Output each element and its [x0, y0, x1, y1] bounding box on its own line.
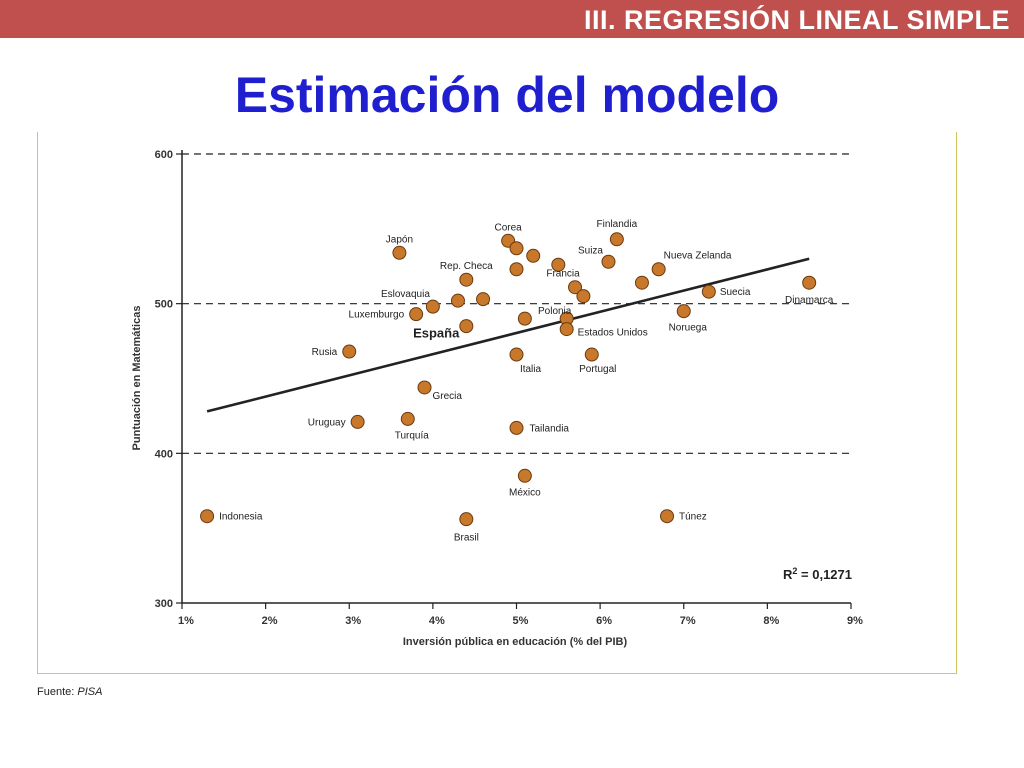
data-point	[342, 344, 357, 359]
point-label: Suecia	[720, 287, 751, 298]
y-tick-label: 500	[155, 299, 173, 311]
point-label: Luxemburgo	[349, 310, 405, 321]
section-title: III. REGRESIÓN LINEAL SIMPLE	[583, 5, 1010, 35]
data-point	[568, 280, 583, 295]
point-label: Suiza	[578, 245, 603, 256]
point-label: Italia	[520, 364, 542, 375]
data-point	[517, 311, 532, 326]
data-point	[476, 292, 491, 307]
y-tick-label: 300	[155, 598, 173, 610]
x-tick-label: 7%	[680, 615, 696, 627]
point-label: Uruguay	[308, 417, 346, 428]
point-label: Indonesia	[219, 512, 263, 523]
point-label: Turquía	[395, 430, 430, 441]
point-labels: Indonesia Rusia Uruguay Japón Turquía Luxembu…	[219, 219, 834, 544]
data-point	[392, 245, 407, 260]
source-label: Fuente:	[37, 686, 75, 698]
data-point	[509, 420, 524, 435]
data-point	[584, 347, 599, 362]
axes: 300 400 500 600 1% 2% 3% 4% 5% 6% 7% 8% 9%	[155, 149, 864, 627]
data-points	[200, 232, 817, 527]
x-tick-label: 1%	[178, 615, 194, 627]
gridlines	[182, 153, 851, 454]
data-point	[551, 257, 566, 272]
data-point	[425, 299, 440, 314]
x-tick-label: 3%	[345, 615, 361, 627]
x-tick-label: 6%	[596, 615, 612, 627]
data-point	[802, 275, 817, 290]
x-tick-label: 4%	[429, 615, 445, 627]
y-tick-label: 400	[155, 448, 173, 460]
data-point	[526, 248, 541, 263]
data-point	[559, 322, 574, 337]
data-point	[509, 241, 524, 256]
point-label: Portugal	[579, 364, 616, 375]
point-label: Estados Unidos	[578, 328, 648, 339]
y-tick-label: 600	[155, 149, 173, 161]
x-tick-label: 9%	[847, 615, 863, 627]
point-label: Brasil	[454, 533, 479, 544]
data-point	[651, 262, 666, 277]
point-label: Noruega	[669, 323, 708, 334]
point-label: Corea	[495, 222, 523, 233]
data-point	[601, 254, 616, 269]
data-point	[676, 304, 691, 319]
data-point	[634, 275, 649, 290]
data-point	[350, 414, 365, 429]
point-label: Rusia	[312, 347, 338, 358]
point-label: España	[413, 326, 460, 341]
x-tick-label: 5%	[513, 615, 529, 627]
point-label: Dinamarca	[785, 295, 834, 306]
point-label: Nueva Zelanda	[664, 251, 732, 262]
x-axis-title: Inversión pública en educación (% del PI…	[403, 636, 628, 648]
point-label: México	[509, 487, 541, 498]
data-point	[409, 307, 424, 322]
data-point	[200, 509, 215, 524]
source-note: Fuente: PISA	[37, 686, 102, 698]
point-label: Francia	[546, 269, 580, 280]
data-point	[459, 512, 474, 527]
source-value: PISA	[77, 686, 103, 698]
data-point	[517, 468, 532, 483]
data-point	[509, 262, 524, 277]
data-point	[576, 289, 591, 304]
page-title: Estimación del modelo	[234, 67, 780, 123]
point-label: Grecia	[433, 391, 463, 402]
x-tick-label: 8%	[763, 615, 779, 627]
data-point	[459, 272, 474, 287]
chart-frame	[37, 132, 957, 674]
data-point	[660, 509, 675, 524]
data-point	[400, 411, 415, 426]
point-label: Eslovaquia	[381, 289, 430, 300]
point-label: Túnez	[679, 512, 707, 523]
data-point	[701, 284, 716, 299]
regression-line-group	[206, 257, 810, 413]
point-label: Finlandia	[597, 219, 638, 230]
section-banner: III. REGRESIÓN LINEAL SIMPLE	[0, 0, 1024, 38]
point-label: Japón	[386, 234, 413, 245]
data-point	[417, 380, 432, 395]
data-point	[509, 347, 524, 362]
point-label: Tailandia	[530, 423, 570, 434]
data-point	[459, 319, 474, 334]
point-label: Rep. Checa	[440, 261, 493, 272]
x-tick-label: 2%	[262, 615, 278, 627]
data-point	[609, 232, 624, 247]
y-axis-title: Puntuación en Matemáticas	[131, 306, 143, 451]
regression-line	[206, 257, 810, 413]
data-point	[450, 293, 465, 308]
r-squared-annotation: R2 = 0,1271	[783, 566, 852, 582]
point-label: Polonia	[538, 306, 572, 317]
